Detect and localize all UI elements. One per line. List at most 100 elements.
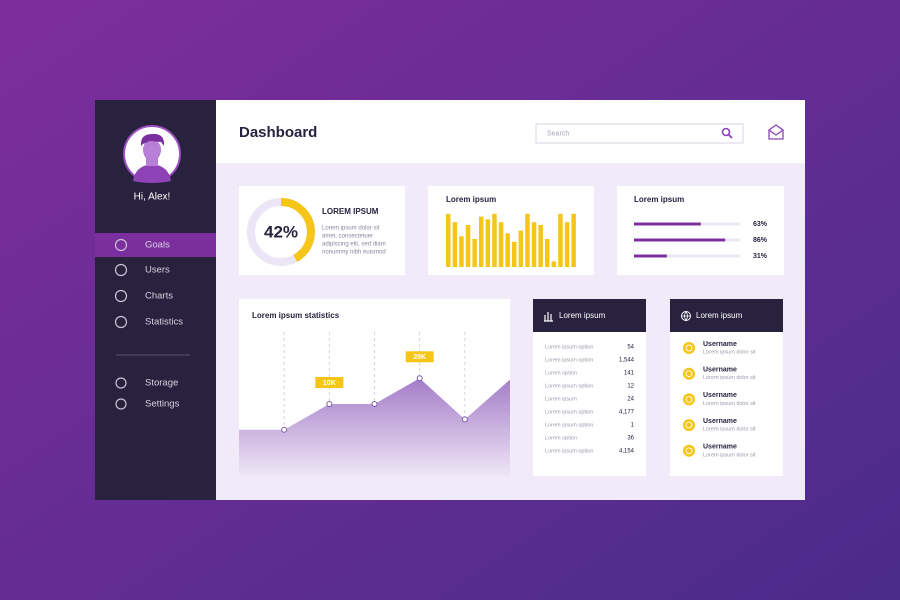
nav-icon bbox=[114, 263, 128, 277]
table-label: Lorem ipsum option bbox=[545, 344, 593, 350]
table-label: Lorem option bbox=[545, 370, 577, 376]
user-icon-face bbox=[685, 421, 693, 429]
statistics-title: Lorem ipsum statistics bbox=[252, 311, 340, 320]
nav-item[interactable]: Statistics bbox=[145, 317, 183, 328]
point-label: 10K bbox=[323, 380, 336, 387]
table-value: 54 bbox=[627, 345, 634, 351]
table-label: Lorem ipsum option bbox=[545, 409, 593, 415]
users-title: Lorem ipsum bbox=[696, 311, 743, 320]
summary-text: Lorem ipsum dolor sit bbox=[322, 226, 380, 232]
user-name: Username bbox=[703, 444, 737, 451]
table-value: 1 bbox=[631, 423, 635, 429]
point-badge bbox=[315, 377, 344, 388]
card-header bbox=[670, 299, 783, 332]
donut-arc bbox=[247, 198, 315, 266]
progress-label: 31% bbox=[753, 253, 768, 260]
table-label: Lorem ipsum bbox=[545, 396, 577, 402]
bar bbox=[498, 222, 504, 267]
point bbox=[461, 416, 468, 423]
summary-text: nonummy nibh euismod bbox=[322, 250, 386, 256]
area bbox=[239, 378, 510, 476]
progress-track bbox=[634, 254, 740, 258]
bar bbox=[558, 213, 563, 267]
user-text: Lorem ipsum dolor sit bbox=[703, 375, 756, 381]
user-text: Lorem ipsum dolor sit bbox=[703, 349, 756, 355]
nav-icon bbox=[115, 377, 127, 389]
nav-item[interactable]: Goals bbox=[145, 240, 170, 251]
bar bbox=[538, 225, 543, 267]
bar bbox=[465, 225, 471, 267]
user-icon-face bbox=[685, 344, 693, 352]
table-value: 4,154 bbox=[619, 449, 635, 455]
table-value: 4,177 bbox=[619, 410, 635, 416]
search-placeholder: Search bbox=[547, 130, 569, 137]
progress-label: 63% bbox=[753, 221, 768, 228]
bar bbox=[479, 216, 484, 267]
user-icon[interactable] bbox=[683, 367, 695, 380]
nav-item[interactable]: Storage bbox=[145, 378, 178, 389]
table-value: 141 bbox=[624, 371, 635, 377]
percent-label: 42% bbox=[264, 222, 298, 241]
search-icon[interactable] bbox=[721, 127, 731, 137]
summary-heading: LOREM IPSUM bbox=[322, 207, 379, 216]
user-name: Username bbox=[703, 392, 737, 399]
user-text: Lorem ipsum dolor sit bbox=[703, 452, 756, 458]
bar bbox=[485, 219, 491, 267]
progress-title: Lorem ipsum bbox=[634, 195, 684, 204]
progress-fill bbox=[634, 254, 667, 258]
nav-item[interactable]: Charts bbox=[145, 291, 173, 302]
table-title: Lorem ipsum bbox=[559, 311, 606, 320]
user-icon-face bbox=[685, 447, 693, 455]
avatar-body bbox=[133, 164, 171, 183]
bar bbox=[512, 241, 517, 267]
bar bbox=[525, 213, 530, 267]
user-icon[interactable] bbox=[683, 444, 695, 457]
chart-icon bbox=[544, 312, 553, 322]
point-label: 20K bbox=[413, 354, 426, 361]
table-label: Lorem ipsum option bbox=[545, 448, 593, 454]
user-text: Lorem ipsum dolor sit bbox=[703, 427, 756, 433]
bars-title: Lorem ipsum bbox=[446, 195, 496, 204]
user-name: Username bbox=[703, 341, 737, 348]
summary-text: adipiscing elit, sed diam bbox=[322, 242, 386, 248]
bar bbox=[571, 213, 576, 267]
progress-fill bbox=[634, 238, 726, 242]
nav-item[interactable]: Users bbox=[145, 265, 170, 276]
user-name: Username bbox=[703, 367, 737, 374]
progress-fill bbox=[634, 222, 701, 226]
table-label: Lorem ipsum option bbox=[545, 357, 593, 363]
bar bbox=[505, 233, 510, 267]
user-icon[interactable] bbox=[683, 342, 695, 354]
search-icon-handle bbox=[727, 133, 733, 139]
avatar-face bbox=[143, 139, 161, 161]
user-name: Username bbox=[703, 418, 737, 425]
point-badge bbox=[405, 351, 434, 363]
table-value: 24 bbox=[627, 397, 634, 403]
bar bbox=[492, 213, 497, 267]
mail-icon[interactable] bbox=[768, 124, 784, 140]
globe-icon-lines bbox=[681, 311, 691, 322]
point bbox=[371, 401, 378, 407]
nav-icon bbox=[114, 315, 128, 329]
card-header bbox=[533, 299, 646, 332]
bar bbox=[446, 213, 451, 267]
point bbox=[416, 375, 423, 382]
nav-item[interactable]: Settings bbox=[145, 399, 180, 410]
user-icon[interactable] bbox=[683, 419, 695, 432]
user-icon-face bbox=[685, 395, 693, 403]
page-title: Dashboard bbox=[239, 124, 317, 141]
summary-text: amet, consectetuer bbox=[322, 234, 373, 240]
bar bbox=[452, 222, 458, 267]
user-icon[interactable] bbox=[683, 393, 695, 406]
user-text: Lorem ipsum dolor sit bbox=[703, 401, 756, 407]
bar bbox=[551, 261, 557, 267]
table-value: 36 bbox=[627, 436, 634, 442]
nav-icon bbox=[115, 398, 127, 410]
bar bbox=[531, 222, 537, 267]
bar bbox=[459, 236, 464, 267]
avatar-neck bbox=[146, 158, 158, 166]
search-box[interactable] bbox=[535, 123, 744, 144]
greeting: Hi, Alex! bbox=[134, 192, 171, 203]
